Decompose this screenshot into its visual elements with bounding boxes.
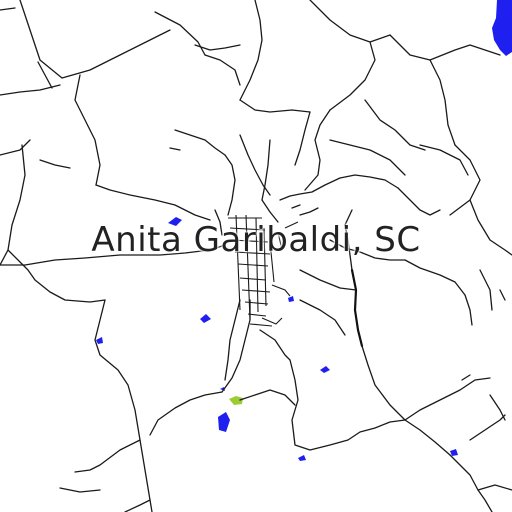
town-center-streets bbox=[228, 214, 299, 327]
pond-west bbox=[168, 217, 182, 226]
pond-south-west bbox=[218, 412, 230, 432]
pond-small-6 bbox=[288, 296, 294, 302]
pond-small-1 bbox=[96, 337, 103, 344]
pond-small-4 bbox=[450, 449, 458, 456]
pond-small-2 bbox=[200, 314, 211, 323]
pond-small-5 bbox=[298, 455, 306, 461]
highway bbox=[350, 268, 364, 348]
lake-north-east bbox=[492, 0, 512, 56]
park-area bbox=[229, 396, 243, 405]
pond-small-3 bbox=[320, 366, 330, 373]
